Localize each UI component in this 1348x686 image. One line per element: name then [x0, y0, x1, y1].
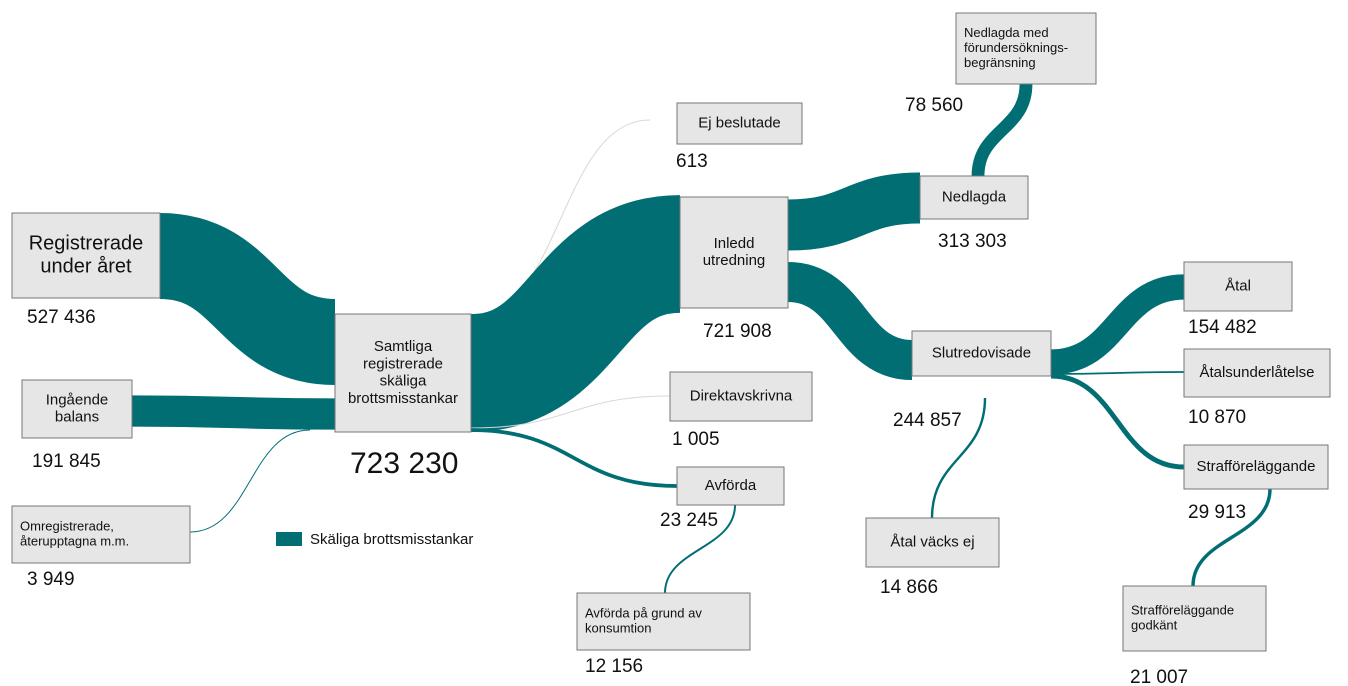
node-label: Omregistrerade,: [20, 518, 114, 533]
node-value: 1 005: [672, 429, 720, 450]
node-label: Samtliga: [374, 338, 433, 355]
node-value: 10 870: [1188, 407, 1246, 428]
node-value: 527 436: [27, 307, 96, 328]
node-label: utredning: [703, 252, 766, 269]
node-value: 721 908: [703, 321, 772, 342]
node-label: Nedlagda med: [964, 25, 1049, 40]
node-label: Nedlagda: [942, 188, 1007, 205]
node-box: [1183, 261, 1293, 312]
node-value: 29 913: [1188, 502, 1246, 523]
node-box: [11, 505, 191, 564]
node-value: 191 845: [32, 451, 101, 472]
node-label: registrerade: [363, 355, 443, 372]
flow: [971, 83, 1033, 177]
node-label: Slutredovisade: [932, 344, 1031, 361]
node-label: Inledd: [714, 235, 755, 252]
node-box: [676, 466, 785, 506]
node-box: [334, 313, 472, 433]
flow: [470, 428, 678, 488]
node-label: balans: [55, 409, 99, 426]
node-label: förundersöknings-: [964, 40, 1068, 55]
flow: [664, 504, 736, 594]
node-label: Direktavskrivna: [690, 387, 793, 404]
node-label: begränsning: [964, 55, 1036, 70]
node-value: 78 560: [905, 95, 963, 116]
node-value: 14 866: [880, 577, 938, 598]
node-box: [1183, 444, 1329, 490]
flow: [930, 397, 987, 519]
flow: [157, 212, 338, 386]
node-label: skäliga: [380, 373, 427, 390]
legend-swatch: [276, 532, 302, 546]
flow: [189, 429, 311, 533]
node-value: 154 482: [1188, 317, 1257, 338]
node-label: godkänt: [1131, 617, 1178, 632]
flow: [786, 262, 914, 380]
node-label: Strafföreläggande: [1197, 458, 1316, 475]
flow: [467, 195, 684, 432]
node-value: 613: [676, 151, 708, 172]
node-box: [669, 371, 813, 422]
node-box: [865, 517, 1000, 568]
node-value: 21 007: [1130, 667, 1188, 686]
node-label: Åtal: [1225, 277, 1251, 294]
flow: [787, 172, 921, 251]
node-box: [919, 175, 1029, 220]
node-label: Ingående: [46, 391, 109, 408]
node-box: [1183, 348, 1331, 398]
node-label: Registrerade: [29, 232, 144, 254]
flow: [1050, 274, 1185, 375]
node-label: under året: [40, 255, 132, 277]
node-value: 313 303: [938, 231, 1007, 252]
node-box: [679, 196, 789, 309]
node-label: Avförda på grund av: [585, 605, 702, 620]
node-value: 12 156: [585, 656, 643, 677]
node-label: Ej beslutade: [698, 114, 781, 131]
node-box: [676, 102, 803, 145]
node-box: [11, 212, 161, 299]
flow: [131, 395, 336, 430]
node-label: Strafföreläggande: [1131, 602, 1234, 617]
flow: [1050, 373, 1185, 470]
legend-label: Skäliga brottsmisstankar: [310, 531, 473, 548]
node-box: [21, 379, 133, 439]
node-box: [1122, 585, 1267, 652]
node-value: 723 230: [350, 447, 458, 480]
node-label: återupptagna m.m.: [20, 533, 129, 548]
node-value: 244 857: [893, 410, 962, 431]
node-value: 23 245: [660, 510, 718, 531]
node-box: [955, 12, 1097, 85]
flow: [1050, 371, 1185, 375]
flow: [1191, 488, 1272, 587]
node-label: Åtalsunderlåtelse: [1199, 364, 1314, 381]
flows: [131, 83, 1272, 594]
node-label: Avförda: [705, 477, 757, 494]
node-value: 3 949: [27, 569, 75, 590]
node-box: [911, 330, 1052, 377]
node-box: [576, 592, 751, 651]
node-label: brottsmisstankar: [348, 390, 458, 407]
node-label: Åtal väcks ej: [890, 533, 974, 550]
flow: [470, 395, 671, 429]
node-label: konsumtion: [585, 620, 651, 635]
